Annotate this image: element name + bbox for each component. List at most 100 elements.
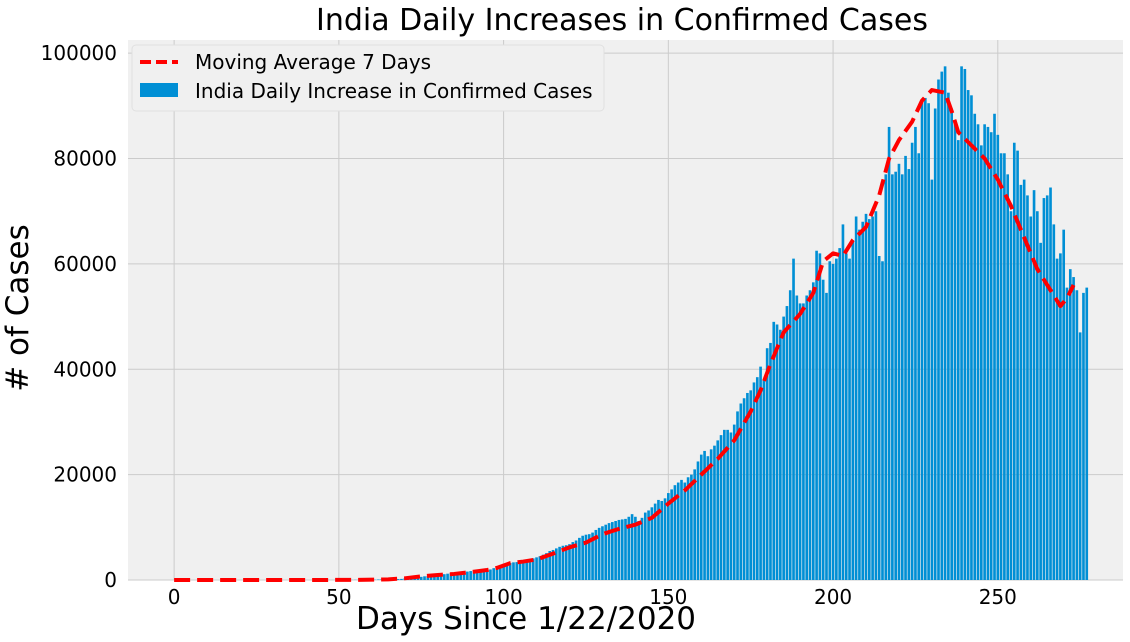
bar (907, 169, 911, 580)
bar (479, 570, 482, 580)
bar (607, 523, 611, 580)
y-tick-label: 0 (104, 568, 117, 592)
bar (482, 570, 486, 580)
bar (765, 348, 769, 580)
bar (670, 489, 673, 580)
bar (433, 575, 436, 580)
x-tick-label: 150 (649, 585, 687, 609)
bar (495, 566, 499, 580)
bar (551, 549, 555, 580)
x-tick-label: 0 (168, 585, 181, 609)
bar (874, 211, 878, 580)
bar (515, 562, 519, 580)
legend-box (131, 44, 605, 112)
bar (419, 576, 423, 580)
y-axis-label: # of Cases (0, 224, 36, 392)
bar (472, 571, 476, 580)
legend: Moving Average 7 Days India Daily Increa… (131, 44, 605, 112)
bar (508, 562, 512, 580)
bar (749, 390, 753, 580)
legend-bar-swatch (140, 83, 178, 97)
bar (617, 519, 621, 580)
bar (980, 145, 983, 580)
y-tick-label: 60000 (53, 252, 117, 276)
bar (782, 316, 785, 580)
bar (963, 68, 967, 580)
bar (930, 179, 934, 581)
bar (910, 142, 914, 581)
bar (1065, 287, 1069, 580)
bar (429, 575, 433, 580)
bar (861, 221, 865, 580)
bar (811, 282, 815, 580)
y-tick-label: 40000 (53, 357, 117, 381)
bar (1003, 153, 1006, 580)
bar (624, 518, 627, 580)
bar (732, 424, 736, 580)
bar (574, 540, 578, 580)
bar (601, 526, 604, 580)
legend-label-moving-average: Moving Average 7 Days (195, 50, 431, 74)
bar (1055, 258, 1059, 580)
bar (966, 90, 970, 581)
bar (630, 514, 634, 580)
bar (676, 482, 680, 580)
bar (970, 95, 973, 580)
bar (502, 563, 505, 580)
bar (983, 124, 986, 580)
bar (1075, 290, 1079, 580)
bar (989, 132, 993, 580)
bar (673, 485, 677, 580)
bar (917, 153, 921, 580)
bar (439, 574, 443, 580)
bar (742, 398, 746, 580)
bar (900, 174, 904, 580)
bar (1049, 187, 1052, 580)
bar (538, 556, 542, 580)
bar (535, 557, 538, 580)
bar (545, 553, 548, 580)
bar (462, 571, 466, 580)
bar (377, 579, 380, 580)
bar (1062, 229, 1066, 580)
bar (1078, 332, 1082, 580)
bar (1029, 216, 1033, 581)
bar (558, 546, 561, 580)
bar (762, 379, 766, 580)
bar (729, 432, 733, 580)
bar (1072, 277, 1075, 580)
y-tick-label: 80000 (53, 147, 117, 171)
bar (792, 258, 795, 580)
bar (436, 575, 440, 580)
bar (522, 561, 525, 580)
bar (554, 548, 558, 580)
y-tick-label: 100000 (41, 41, 117, 65)
bar (775, 324, 779, 580)
bar (561, 545, 565, 580)
bar (772, 321, 776, 580)
bar (897, 163, 901, 581)
bar (647, 510, 650, 580)
bar (719, 435, 723, 580)
bar (680, 479, 683, 580)
bar (466, 571, 469, 580)
bar (564, 545, 568, 580)
bar (400, 578, 403, 580)
y-tick-label: 20000 (53, 463, 117, 487)
bar (933, 108, 937, 581)
bar (867, 219, 871, 580)
bar (779, 329, 782, 580)
bar (548, 551, 552, 580)
bar (943, 66, 947, 581)
bar (686, 477, 690, 580)
bar (831, 263, 835, 580)
x-tick-label: 100 (485, 585, 523, 609)
bar (456, 572, 459, 580)
bar (973, 113, 977, 580)
bar (828, 261, 832, 580)
bar (568, 544, 571, 580)
bar (894, 171, 897, 580)
bar (683, 482, 687, 580)
bar (927, 103, 930, 580)
